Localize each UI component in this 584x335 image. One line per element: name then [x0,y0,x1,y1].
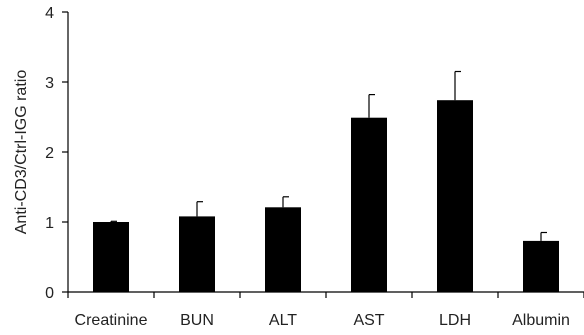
bar-creatinine [93,222,129,292]
y-tick-label: 3 [45,75,54,92]
y-tick-label: 4 [45,5,54,22]
x-tick-label: LDH [439,312,471,329]
x-axis: Creatinine BUN ALT AST LDH Albumin [67,291,584,329]
bar-alt [265,207,301,292]
y-tick-label: 1 [45,215,54,232]
x-tick-label: Creatinine [75,312,148,329]
y-tick-label: 2 [45,145,54,162]
y-axis: 0 1 2 3 4 [45,5,69,302]
bar-ast [351,117,387,292]
bars [93,100,559,292]
y-axis-label: Anti-CD3/Ctrl-IGG ratio [13,70,30,235]
bar-bun [179,216,215,292]
y-tick-label: 0 [45,285,54,302]
x-tick-label: Albumin [512,312,570,329]
x-tick-label: BUN [180,312,214,329]
bar-albumin [523,240,559,292]
x-tick-label: ALT [269,312,297,329]
bar-ldh [437,100,473,292]
x-tick-label: AST [353,312,384,329]
error-bars [110,70,547,241]
